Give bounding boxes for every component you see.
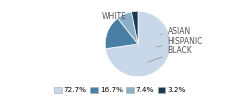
Text: HISPANIC: HISPANIC [156,37,203,47]
Wedge shape [118,12,138,44]
Text: ASIAN: ASIAN [160,27,191,36]
Wedge shape [132,11,138,44]
Legend: 72.7%, 16.7%, 7.4%, 3.2%: 72.7%, 16.7%, 7.4%, 3.2% [52,84,188,96]
Text: BLACK: BLACK [148,46,192,62]
Wedge shape [105,18,138,49]
Wedge shape [106,11,171,77]
Text: WHITE: WHITE [102,12,132,21]
